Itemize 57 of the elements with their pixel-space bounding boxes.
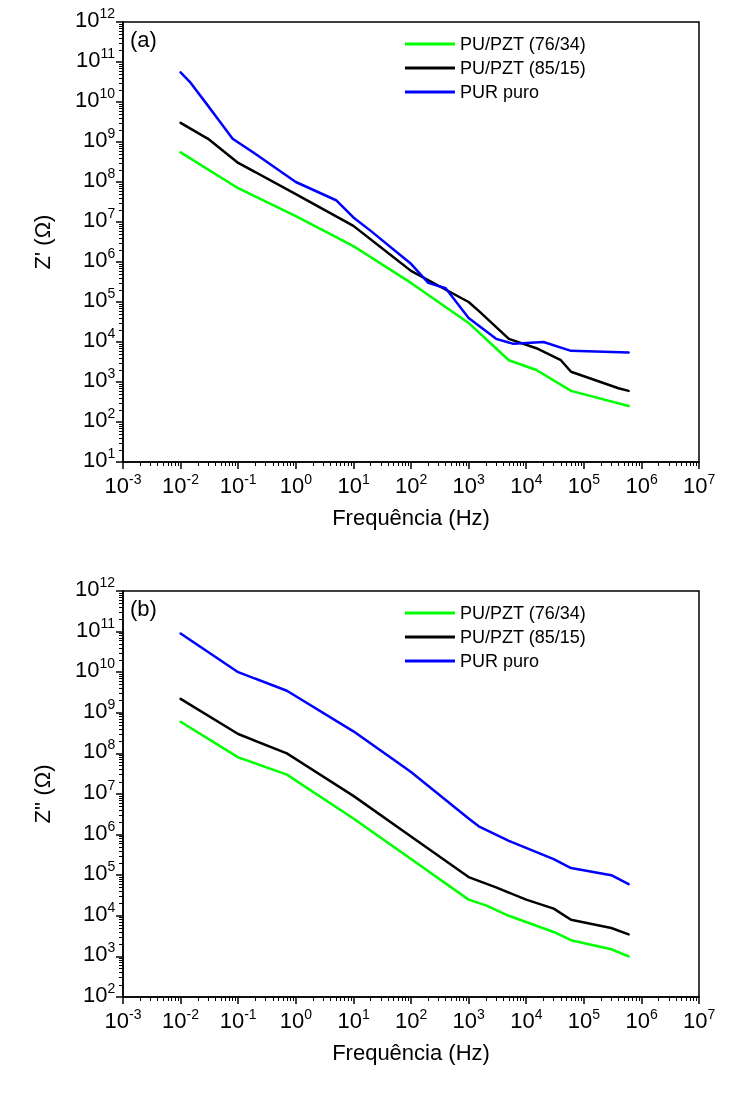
y-axis-title: Z' (Ω) (29, 214, 55, 270)
x-tick-label: 10$^{-1}$ (219, 471, 257, 498)
y-tick-label: 10$^{5}$ (83, 285, 116, 312)
x-tick-label: 10$^{-2}$ (162, 1006, 200, 1033)
x-tick-label: 10$^{-3}$ (104, 471, 142, 498)
y-tick-label: 10$^{2}$ (83, 405, 116, 432)
y-tick-label: 10$^{6}$ (83, 245, 116, 272)
y-tick-label: 10$^{11}$ (76, 45, 116, 72)
annotation: (b) (130, 595, 157, 621)
x-tick-label: 10$^{2}$ (395, 471, 428, 498)
legend-label: PUR puro (459, 82, 539, 102)
y-tick-label: 10$^{4}$ (83, 898, 116, 926)
x-tick-label: 10$^{0}$ (279, 1006, 313, 1033)
y-tick-label: 10$^{12}$ (75, 5, 116, 32)
y-tick-label: 10$^{7}$ (83, 205, 116, 232)
x-tick-label: 10$^{1}$ (337, 1006, 370, 1033)
y-tick-label: 10$^{8}$ (83, 165, 116, 192)
y-tick-label: 10$^{4}$ (83, 325, 116, 352)
y-tick-label: 10$^{3}$ (83, 939, 116, 967)
x-tick-label: 10$^{4}$ (510, 1006, 543, 1033)
legend-label: PU/PZT (85/15) (459, 58, 586, 78)
annotation: (a) (130, 26, 157, 52)
y-tick-label: 10$^{7}$ (83, 777, 116, 804)
y-tick-label: 10$^{12}$ (75, 574, 116, 601)
y-tick-label: 10$^{6}$ (83, 817, 116, 845)
y-axis-title: Z'' (Ω) (29, 764, 55, 824)
legend-label: PU/PZT (76/34) (459, 603, 586, 623)
x-tick-label: 10$^{5}$ (567, 1006, 601, 1033)
y-tick-label: 10$^{10}$ (75, 655, 116, 683)
x-tick-label: 10$^{2}$ (395, 1006, 428, 1033)
legend-label: PU/PZT (85/15) (459, 627, 586, 647)
x-tick-label: 10$^{3}$ (452, 471, 485, 498)
y-tick-label: 10$^{8}$ (83, 736, 116, 764)
x-tick-label: 10$^{3}$ (452, 1006, 485, 1033)
x-axis-title: Frequência (Hz) (332, 1039, 490, 1065)
x-tick-label: 10$^{0}$ (279, 471, 313, 498)
legend-label: PUR puro (459, 651, 539, 671)
legend-label: PU/PZT (76/34) (459, 34, 586, 54)
y-tick-label: 10$^{1}$ (83, 445, 116, 472)
x-tick-label: 10$^{-1}$ (219, 1006, 257, 1033)
x-tick-label: 10$^{7}$ (683, 1006, 716, 1033)
x-axis-title: Frequência (Hz) (332, 504, 490, 530)
x-tick-label: 10$^{-3}$ (104, 1006, 142, 1033)
x-tick-label: 10$^{-2}$ (162, 471, 200, 498)
y-tick-label: 10$^{2}$ (83, 980, 116, 1007)
x-tick-label: 10$^{5}$ (567, 471, 601, 498)
y-tick-label: 10$^{5}$ (83, 858, 116, 886)
x-tick-label: 10$^{1}$ (337, 471, 370, 498)
y-tick-label: 10$^{9}$ (83, 125, 116, 152)
y-tick-label: 10$^{9}$ (83, 695, 116, 723)
x-tick-label: 10$^{7}$ (683, 471, 716, 498)
y-tick-label: 10$^{10}$ (75, 85, 116, 112)
y-tick-label: 10$^{3}$ (83, 365, 116, 392)
x-tick-label: 10$^{4}$ (510, 471, 543, 498)
x-tick-label: 10$^{6}$ (625, 471, 658, 498)
y-tick-label: 10$^{11}$ (76, 614, 116, 642)
x-tick-label: 10$^{6}$ (625, 1006, 658, 1033)
